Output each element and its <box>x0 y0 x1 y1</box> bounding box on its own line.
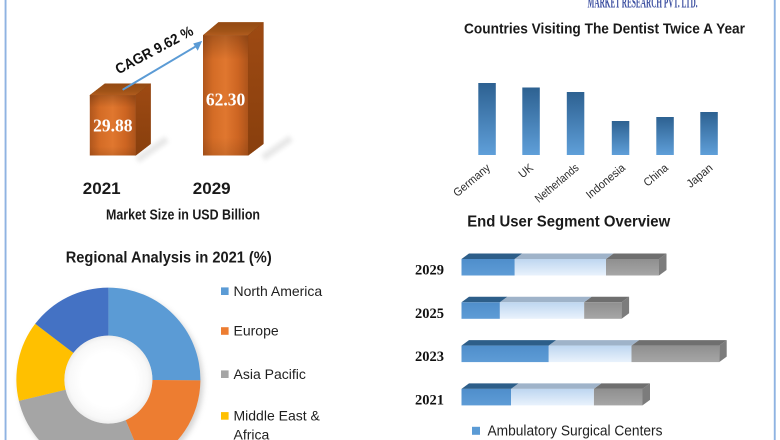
svg-text:MARKET RESEARCH PVT. LTD.: MARKET RESEARCH PVT. LTD. <box>588 0 698 11</box>
svg-text:UK: UK <box>517 162 536 181</box>
svg-text:Regional Analysis in 2021 (%): Regional Analysis in 2021 (%) <box>66 250 272 267</box>
svg-text:2029: 2029 <box>415 263 444 279</box>
svg-text:62.30: 62.30 <box>206 90 246 110</box>
svg-text:Africa: Africa <box>234 427 270 440</box>
svg-text:2021: 2021 <box>83 179 121 198</box>
svg-text:2025: 2025 <box>415 306 444 322</box>
svg-text:China: China <box>642 162 672 190</box>
svg-text:2021: 2021 <box>415 392 444 408</box>
svg-text:Japan: Japan <box>685 162 716 190</box>
svg-text:Indonesia: Indonesia <box>584 162 628 202</box>
svg-text:Market Size in USD Billion: Market Size in USD Billion <box>106 208 260 224</box>
svg-text:2029: 2029 <box>193 179 231 198</box>
svg-text:Asia Pacific: Asia Pacific <box>234 366 306 382</box>
svg-text:29.88: 29.88 <box>93 116 133 136</box>
svg-text:Netherlands: Netherlands <box>533 162 581 205</box>
svg-text:Ambulatory Surgical Centers: Ambulatory Surgical Centers <box>488 424 663 440</box>
svg-text:2023: 2023 <box>415 349 444 365</box>
svg-text:Europe: Europe <box>234 323 279 339</box>
svg-text:Countries Visiting The Dentist: Countries Visiting The Dentist Twice A Y… <box>464 21 745 38</box>
svg-text:Middle East &: Middle East & <box>234 408 321 424</box>
svg-text:End User Segment Overview: End User Segment Overview <box>467 214 671 231</box>
svg-text:North America: North America <box>234 283 323 299</box>
svg-text:Germany: Germany <box>452 162 494 200</box>
